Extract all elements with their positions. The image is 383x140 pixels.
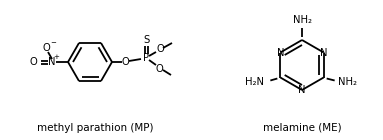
Text: N: N	[277, 47, 284, 58]
Text: N: N	[298, 85, 306, 95]
Text: H₂N: H₂N	[245, 76, 264, 87]
Text: O: O	[156, 44, 164, 54]
Text: N: N	[320, 47, 327, 58]
Text: +: +	[54, 54, 59, 60]
Text: N: N	[48, 57, 56, 67]
Text: NH₂: NH₂	[293, 15, 313, 25]
Text: O: O	[155, 64, 163, 74]
Text: −: −	[50, 40, 56, 46]
Text: NH₂: NH₂	[338, 76, 357, 87]
Text: melamine (ME): melamine (ME)	[263, 123, 341, 133]
Text: O: O	[121, 57, 129, 67]
Text: O: O	[42, 43, 50, 53]
Text: O: O	[29, 57, 37, 67]
Text: S: S	[143, 35, 149, 45]
Text: P: P	[143, 53, 149, 63]
Text: methyl parathion (MP): methyl parathion (MP)	[37, 123, 153, 133]
